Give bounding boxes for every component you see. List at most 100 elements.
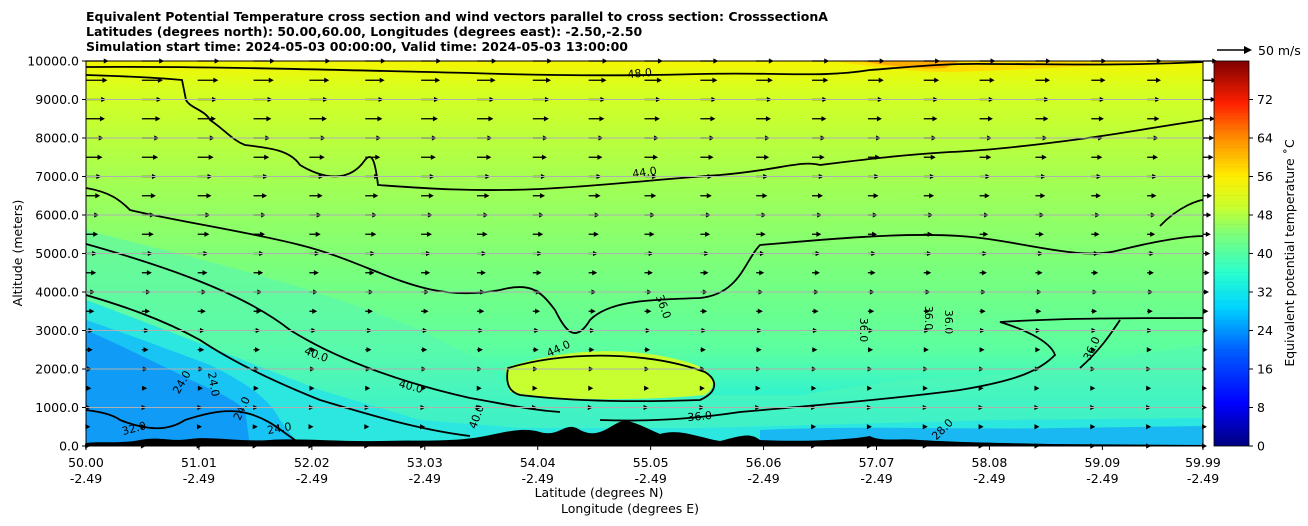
wind-arrow <box>309 347 316 353</box>
x-tick-label-lat: 54.04 <box>520 455 556 470</box>
wind-arrow <box>1035 308 1042 314</box>
wind-arrow <box>979 154 992 160</box>
wind-arrow <box>588 154 603 160</box>
contour-36-right <box>599 317 1203 422</box>
y-tick-label: 9000.0 <box>35 92 79 107</box>
wind-arrow <box>141 308 151 314</box>
wind-arrow <box>1034 424 1040 430</box>
wind-arrow <box>644 77 662 83</box>
wind-arrow <box>1146 385 1152 391</box>
wind-arrow <box>867 154 881 160</box>
wind-arrow <box>1035 270 1043 276</box>
wind-arrow <box>644 231 655 237</box>
wind-arrow <box>644 116 660 122</box>
wind-arrow <box>812 116 827 122</box>
wind-arrow <box>588 385 594 391</box>
wind-arrow <box>1203 308 1209 314</box>
wind-arrow <box>309 193 323 199</box>
wind-arrow <box>476 308 485 314</box>
wind-arrow <box>923 270 932 276</box>
wind-arrow <box>141 77 163 83</box>
y-tick-label: 6000.0 <box>35 208 79 223</box>
wind-arrow <box>1035 193 1046 199</box>
wind-arrow <box>1203 154 1214 160</box>
wind-arrow <box>756 308 763 314</box>
wind-arrow <box>978 424 984 430</box>
x-tick-label-lat: 56.06 <box>746 455 782 470</box>
wind-arrow <box>532 77 552 83</box>
wind-arrow <box>197 116 216 122</box>
wind-arrow <box>811 424 817 430</box>
colorbar-tick-label: 40 <box>1257 246 1273 261</box>
wind-arrow <box>476 154 492 160</box>
wind-arrow <box>867 231 878 237</box>
wind-arrow <box>421 116 438 122</box>
y-tick-label: 1000.0 <box>35 400 79 415</box>
wind-arrow <box>476 193 490 199</box>
wind-arrow <box>588 193 601 199</box>
wind-arrow <box>644 308 652 314</box>
wind-arrow <box>1147 77 1161 83</box>
wind-arrow <box>309 154 325 160</box>
contour-label: 36.0 <box>687 409 713 424</box>
theta-warm-core <box>505 351 713 400</box>
wind-arrow <box>756 116 771 122</box>
wind-arrow <box>644 347 651 353</box>
wind-arrow <box>1035 77 1051 83</box>
title-line-1: Equivalent Potential Temperature cross s… <box>86 9 828 24</box>
wind-arrow <box>923 77 940 83</box>
x-axis-title: Latitude (degrees N) <box>535 485 664 500</box>
wind-arrow <box>253 270 264 276</box>
wind-arrow <box>365 231 377 237</box>
wind-arrow <box>866 424 872 430</box>
y-axis: 0.0 1000.0 2000.0 3000.0 4000.0 5000.0 6000.0 7… <box>27 54 1203 454</box>
y-tick-label: 5000.0 <box>35 246 79 261</box>
contour-label: 36.0 <box>942 310 955 335</box>
wind-arrow <box>197 77 219 83</box>
wind-arrow <box>365 77 385 83</box>
wind-arrow <box>197 193 212 199</box>
wind-arrow <box>421 231 432 237</box>
wind-arrow <box>756 193 768 199</box>
contour-48 <box>86 61 1203 77</box>
wind-arrow <box>700 116 716 122</box>
wind-arrow <box>253 308 262 314</box>
wind-arrow <box>700 270 709 276</box>
wind-arrow <box>1091 270 1099 276</box>
wind-arrow <box>588 270 598 276</box>
wind-arrow <box>923 308 930 314</box>
contours <box>86 61 1203 441</box>
wind-arrow <box>141 116 161 122</box>
wind-arrow <box>197 385 203 391</box>
wind-arrow <box>923 231 933 237</box>
wind-arrow <box>532 270 542 276</box>
wind-arrow <box>476 116 494 122</box>
wind-arrow <box>1091 193 1101 199</box>
wind-arrow <box>700 193 712 199</box>
wind-arrow <box>699 385 705 391</box>
wind-arrow <box>756 347 762 353</box>
chart-title: Equivalent Potential Temperature cross s… <box>86 9 828 54</box>
colorbar-tick-label: 8 <box>1257 400 1265 415</box>
wind-arrow <box>365 347 372 353</box>
wind-arrow <box>867 77 884 83</box>
wind-arrow <box>309 116 327 122</box>
wind-arrow <box>1147 154 1158 160</box>
colorbar-tick-label: 56 <box>1257 169 1273 184</box>
wind-arrow <box>811 385 817 391</box>
wind-arrow <box>1091 231 1100 237</box>
wind-arrow <box>420 424 426 430</box>
wind-arrow <box>532 347 539 353</box>
wind-arrow <box>812 308 819 314</box>
wind-arrow <box>1091 308 1098 314</box>
wind-arrow <box>1203 173 1213 180</box>
y-tick-label: 10000.0 <box>27 54 79 69</box>
wind-arrow <box>253 154 270 160</box>
colorbar-label: Equivalent potential temperature ˚C <box>1282 139 1297 367</box>
wind-arrow <box>978 385 984 391</box>
wind-arrow <box>197 308 206 314</box>
wind-arrow <box>364 424 370 430</box>
wind-arrow <box>588 308 596 314</box>
wind-arrow <box>532 308 541 314</box>
